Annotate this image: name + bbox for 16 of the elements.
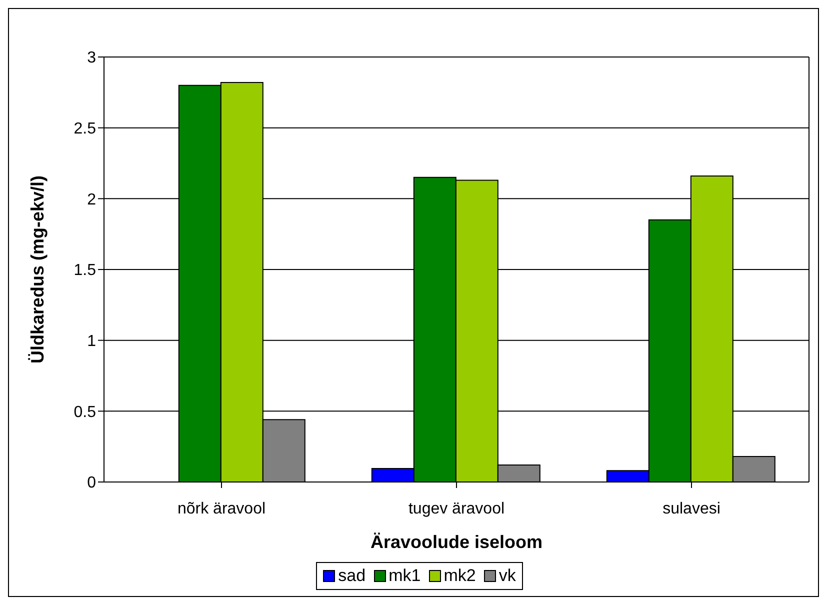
legend-label: sad [337, 566, 366, 586]
y-tick-label: 3 [87, 50, 96, 67]
y-tick-label: 1 [87, 333, 96, 350]
x-axis-title: Äravoolude iseloom [370, 532, 543, 552]
y-tick-label: 0.5 [74, 404, 96, 421]
x-tick-label: sulavesi [662, 500, 720, 518]
y-tick-label: 0 [87, 474, 96, 492]
y-tick-label: 2.5 [74, 120, 96, 138]
legend-label: mk1 [388, 566, 421, 586]
x-tick-label: tugev äravool [408, 500, 505, 518]
legend-label: vk [498, 566, 516, 586]
y-axis-title: Üldkaredus (mg-ekv/l) [27, 175, 48, 364]
y-tick-label: 2 [87, 191, 96, 208]
x-tick-label: nõrk äravool [177, 500, 266, 518]
y-tick-label: 1.5 [74, 262, 96, 280]
legend-label: mk2 [442, 566, 476, 586]
